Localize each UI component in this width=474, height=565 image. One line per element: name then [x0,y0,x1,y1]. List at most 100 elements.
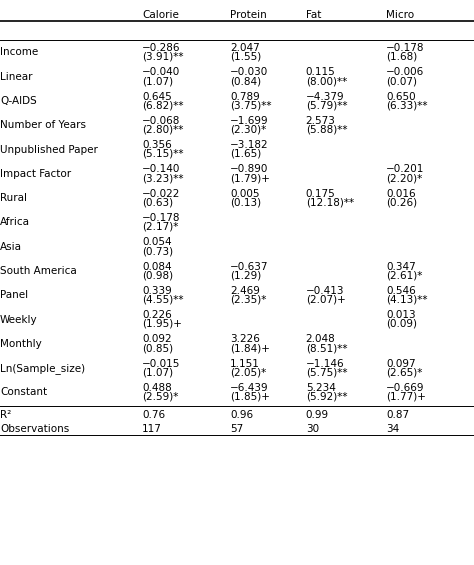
Text: (0.07): (0.07) [386,76,417,86]
Text: 0.546: 0.546 [386,286,416,296]
Text: (6.33)**: (6.33)** [386,101,428,110]
Text: 0.013: 0.013 [386,310,416,320]
Text: (6.82)**: (6.82)** [142,101,184,110]
Text: Observations: Observations [0,424,69,434]
Text: −0.201: −0.201 [386,164,425,175]
Text: 1.151: 1.151 [230,359,260,369]
Text: 0.339: 0.339 [142,286,172,296]
Text: (2.61)*: (2.61)* [386,271,423,280]
Text: (2.05)*: (2.05)* [230,368,266,377]
Text: −0.040: −0.040 [142,67,181,77]
Text: (0.26): (0.26) [386,198,418,207]
Text: (1.07): (1.07) [142,76,173,86]
Text: −0.140: −0.140 [142,164,181,175]
Text: −0.637: −0.637 [230,262,268,272]
Text: 0.99: 0.99 [306,411,329,420]
Text: −4.379: −4.379 [306,92,344,102]
Text: (1.65): (1.65) [230,149,261,159]
Text: 0.005: 0.005 [230,189,259,199]
Text: 0.650: 0.650 [386,92,416,102]
Text: (2.07)+: (2.07)+ [306,295,346,305]
Text: Africa: Africa [0,218,30,227]
Text: (12.18)**: (12.18)** [306,198,354,207]
Text: Fat: Fat [306,10,321,20]
Text: Income: Income [0,47,38,57]
Text: (2.30)*: (2.30)* [230,125,266,134]
Text: Panel: Panel [0,290,28,300]
Text: −3.182: −3.182 [230,140,268,150]
Text: Micro: Micro [386,10,414,20]
Text: −0.413: −0.413 [306,286,344,296]
Text: (0.13): (0.13) [230,198,261,207]
Text: (1.29): (1.29) [230,271,261,280]
Text: −0.015: −0.015 [142,359,181,369]
Text: 0.092: 0.092 [142,334,172,345]
Text: 34: 34 [386,424,400,434]
Text: 5.234: 5.234 [306,383,336,393]
Text: 30: 30 [306,424,319,434]
Text: (0.84): (0.84) [230,76,261,86]
Text: −0.178: −0.178 [142,213,181,223]
Text: 0.115: 0.115 [306,67,336,77]
Text: 0.96: 0.96 [230,411,253,420]
Text: 0.054: 0.054 [142,237,172,247]
Text: 2.469: 2.469 [230,286,260,296]
Text: −6.439: −6.439 [230,383,268,393]
Text: −1.699: −1.699 [230,116,268,126]
Text: 0.789: 0.789 [230,92,260,102]
Text: 0.76: 0.76 [142,411,165,420]
Text: (4.13)**: (4.13)** [386,295,428,305]
Text: 0.097: 0.097 [386,359,416,369]
Text: Monthly: Monthly [0,339,42,349]
Text: (1.95)+: (1.95)+ [142,319,182,329]
Text: Number of Years: Number of Years [0,120,86,130]
Text: (0.85): (0.85) [142,344,173,353]
Text: Impact Factor: Impact Factor [0,169,71,179]
Text: (0.09): (0.09) [386,319,417,329]
Text: (1.07): (1.07) [142,368,173,377]
Text: Constant: Constant [0,388,47,397]
Text: (1.84)+: (1.84)+ [230,344,270,353]
Text: −1.146: −1.146 [306,359,344,369]
Text: Calorie: Calorie [142,10,179,20]
Text: Rural: Rural [0,193,27,203]
Text: (1.68): (1.68) [386,52,418,62]
Text: −0.286: −0.286 [142,43,181,53]
Text: 0.87: 0.87 [386,411,410,420]
Text: (5.92)**: (5.92)** [306,392,347,402]
Text: (3.75)**: (3.75)** [230,101,272,110]
Text: −0.669: −0.669 [386,383,425,393]
Text: 0.226: 0.226 [142,310,172,320]
Text: 2.048: 2.048 [306,334,336,345]
Text: (1.85)+: (1.85)+ [230,392,270,402]
Text: (2.59)*: (2.59)* [142,392,179,402]
Text: 0.347: 0.347 [386,262,416,272]
Text: 117: 117 [142,424,162,434]
Text: 0.488: 0.488 [142,383,172,393]
Text: (5.15)**: (5.15)** [142,149,184,159]
Text: (1.55): (1.55) [230,52,261,62]
Text: 0.084: 0.084 [142,262,172,272]
Text: 0.016: 0.016 [386,189,416,199]
Text: −0.022: −0.022 [142,189,181,199]
Text: (0.63): (0.63) [142,198,173,207]
Text: (5.75)**: (5.75)** [306,368,347,377]
Text: (8.51)**: (8.51)** [306,344,347,353]
Text: (2.20)*: (2.20)* [386,173,422,183]
Text: (0.98): (0.98) [142,271,173,280]
Text: 2.047: 2.047 [230,43,260,53]
Text: Q-AIDS: Q-AIDS [0,96,37,106]
Text: (1.79)+: (1.79)+ [230,173,270,183]
Text: 2.573: 2.573 [306,116,336,126]
Text: −0.178: −0.178 [386,43,425,53]
Text: (2.17)*: (2.17)* [142,222,179,232]
Text: (3.23)**: (3.23)** [142,173,184,183]
Text: −0.030: −0.030 [230,67,268,77]
Text: (0.73): (0.73) [142,246,173,256]
Text: Ln(Sample_size): Ln(Sample_size) [0,363,85,373]
Text: Protein: Protein [230,10,267,20]
Text: −0.890: −0.890 [230,164,268,175]
Text: (3.91)**: (3.91)** [142,52,184,62]
Text: (2.35)*: (2.35)* [230,295,266,305]
Text: R²: R² [0,411,11,420]
